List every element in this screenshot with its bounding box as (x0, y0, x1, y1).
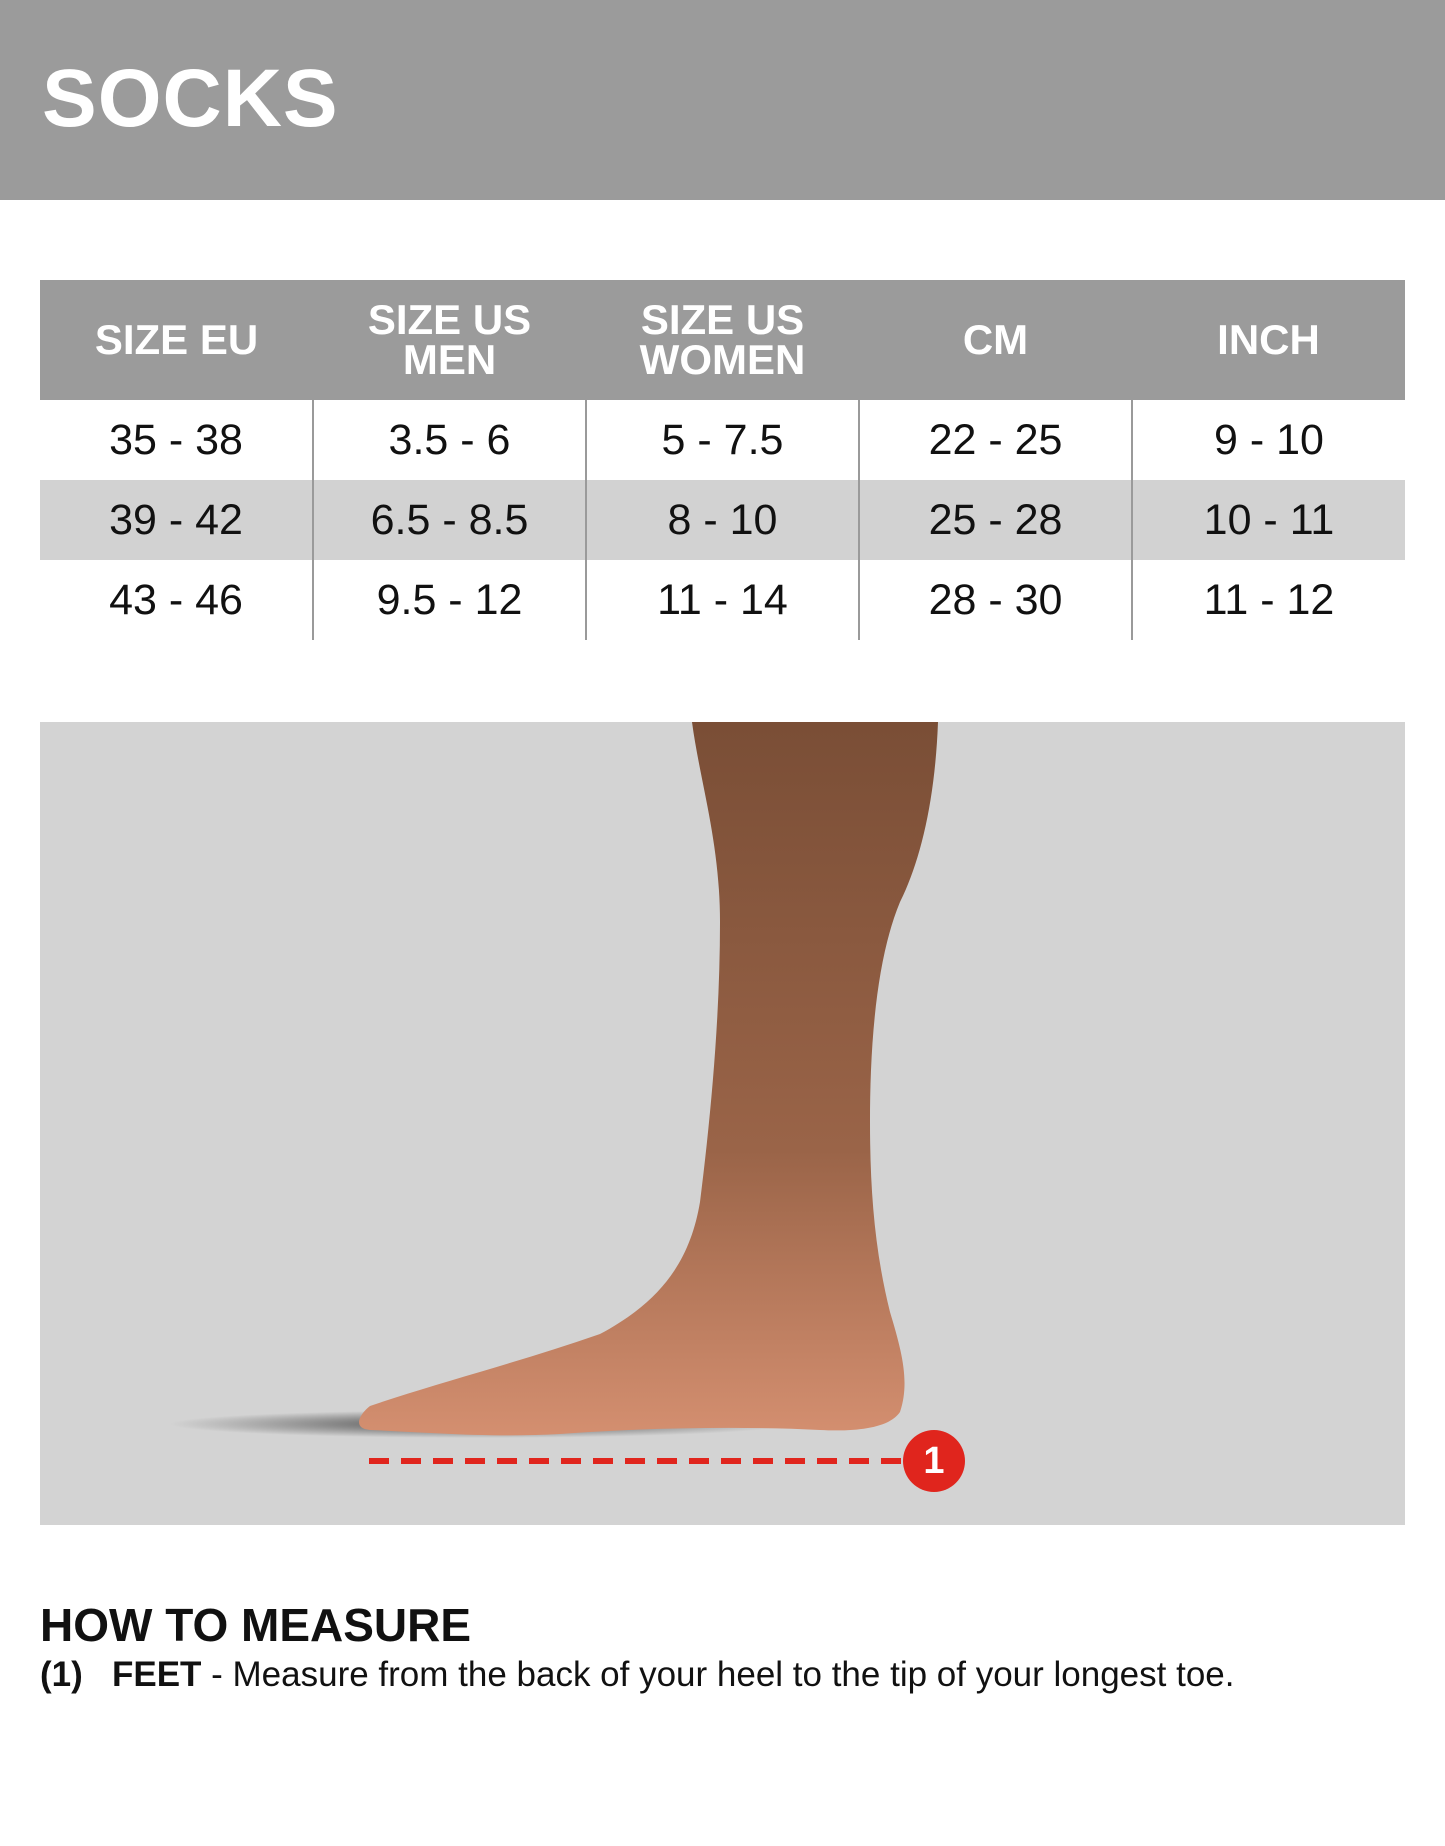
table-row: 39 - 42 6.5 - 8.5 8 - 10 25 - 28 10 - 11 (40, 480, 1405, 560)
step-text: - Measure from the back of your heel to … (201, 1655, 1235, 1694)
cell-cm: 22 - 25 (858, 400, 1132, 480)
column-header-cm: CM (859, 280, 1132, 400)
instruction-step: (1) FEET - Measure from the back of your… (40, 1655, 1234, 1695)
cell-inch: 9 - 10 (1131, 400, 1405, 480)
step-number: (1) (40, 1655, 83, 1694)
cell-size-us-men: 9.5 - 12 (312, 560, 586, 640)
how-to-measure-heading: HOW TO MEASURE (40, 1599, 472, 1651)
leg-shape (359, 722, 938, 1436)
cell-cm: 25 - 28 (858, 480, 1132, 560)
cell-size-us-women: 5 - 7.5 (585, 400, 859, 480)
leg-illustration (170, 722, 938, 1438)
cell-size-us-women: 8 - 10 (585, 480, 859, 560)
page-title: SOCKS (42, 53, 339, 144)
cell-cm: 28 - 30 (858, 560, 1132, 640)
foot-measurement-figure: 1 (40, 722, 1405, 1525)
column-header-inch: INCH (1132, 280, 1405, 400)
cell-size-eu: 35 - 38 (109, 415, 243, 464)
marker-number: 1 (923, 1440, 945, 1482)
cell-size-eu: 39 - 42 (40, 480, 313, 560)
table-header-row: SIZE EU SIZE US MEN SIZE US WOMEN CM INC… (40, 280, 1405, 400)
cell-inch: 11 - 12 (1131, 560, 1405, 640)
column-header-size-us-men: SIZE US MEN (313, 280, 586, 400)
column-header-size-us-women: SIZE US WOMEN (586, 280, 859, 400)
cell-inch: 10 - 11 (1131, 480, 1405, 560)
size-chart-table: SIZE EU SIZE US MEN SIZE US WOMEN CM INC… (40, 280, 1405, 640)
table-row: 43 - 46 9.5 - 12 11 - 14 28 - 30 11 - 12 (40, 560, 1405, 640)
cell-size-us-men: 3.5 - 6 (312, 400, 586, 480)
step-label: FEET (111, 1655, 202, 1694)
marker-circle (903, 1430, 965, 1492)
table-row: 35 - 38 3.5 - 6 5 - 7.5 22 - 25 9 - 10 (40, 400, 1405, 480)
header-banner: SOCKS (0, 0, 1445, 200)
cell-size-us-men: 6.5 - 8.5 (312, 480, 586, 560)
measurement-line (369, 1430, 965, 1492)
cell-size-us-women: 11 - 14 (585, 560, 859, 640)
cell-size-eu: 43 - 46 (109, 575, 243, 624)
column-header-size-eu: SIZE EU (40, 280, 313, 400)
